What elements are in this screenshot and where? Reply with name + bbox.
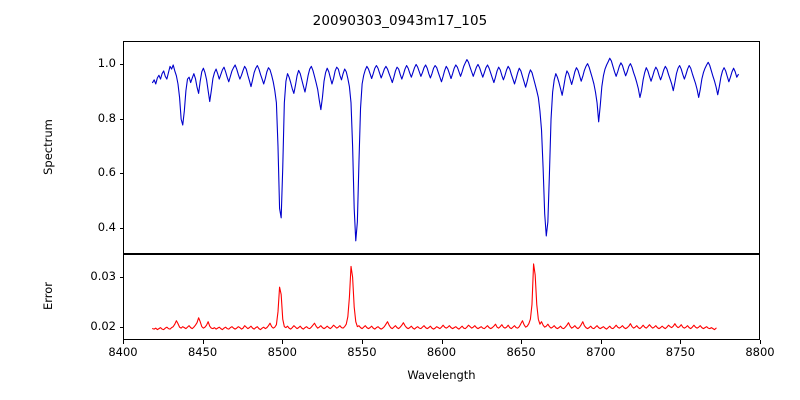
y-tick-mark-spectrum	[119, 64, 123, 66]
x-tick-mark	[361, 340, 363, 344]
x-tick-mark	[202, 340, 204, 344]
x-tick-mark	[680, 340, 682, 344]
y-tick-label-spectrum: 0.4	[0, 220, 122, 234]
y-tick-mark-error	[119, 327, 123, 329]
x-axis-label: Wavelength	[407, 368, 476, 382]
x-tick-mark	[123, 340, 124, 344]
x-tick-mark	[282, 340, 284, 344]
y-tick-text: 0.6	[97, 165, 116, 180]
y-tick-mark-error	[119, 276, 123, 278]
y-tick-text: 0.03	[90, 268, 116, 283]
error-line	[152, 263, 717, 331]
x-tick-mark	[521, 340, 523, 344]
figure-title: 20090303_0943m17_105	[312, 13, 488, 29]
y-tick-label-error: 0.03	[0, 269, 122, 283]
y-tick-label-spectrum: 1.0	[0, 56, 122, 70]
y-tick-text: 1.0	[97, 56, 116, 71]
spectrum-plot-area	[152, 57, 739, 242]
x-tick-label: 8450	[187, 345, 218, 359]
spectrum-line	[152, 57, 739, 242]
error-axes	[123, 254, 760, 340]
y-tick-mark-spectrum	[119, 173, 123, 175]
y-axis-label-spectrum: Spectrum	[41, 118, 55, 175]
x-tick-label: 8750	[665, 345, 696, 359]
x-tick-label: 8650	[506, 345, 536, 359]
y-axis-label-error: Error	[41, 281, 55, 311]
y-tick-text: 0.8	[97, 110, 116, 125]
y-tick-label-spectrum: 0.8	[0, 111, 122, 125]
error-plot-area	[152, 263, 717, 331]
x-tick-mark	[600, 340, 602, 344]
x-tick-label: 8500	[267, 345, 297, 359]
x-tick-mark	[760, 340, 761, 344]
y-tick-mark-spectrum	[119, 118, 123, 120]
x-tick-label: 8600	[426, 345, 457, 359]
y-tick-text: 0.4	[97, 220, 116, 235]
x-tick-label: 8550	[347, 345, 377, 359]
y-tick-mark-spectrum	[119, 228, 123, 230]
spectrum-axes	[123, 41, 760, 254]
y-tick-label-spectrum: 0.6	[0, 165, 122, 179]
x-tick-mark	[441, 340, 443, 344]
x-tick-label: 8700	[586, 345, 616, 359]
x-tick-label: 8400	[108, 345, 138, 359]
x-tick-label: 8800	[745, 345, 775, 359]
y-tick-text: 0.02	[90, 319, 116, 334]
y-tick-label-error: 0.02	[0, 319, 122, 333]
